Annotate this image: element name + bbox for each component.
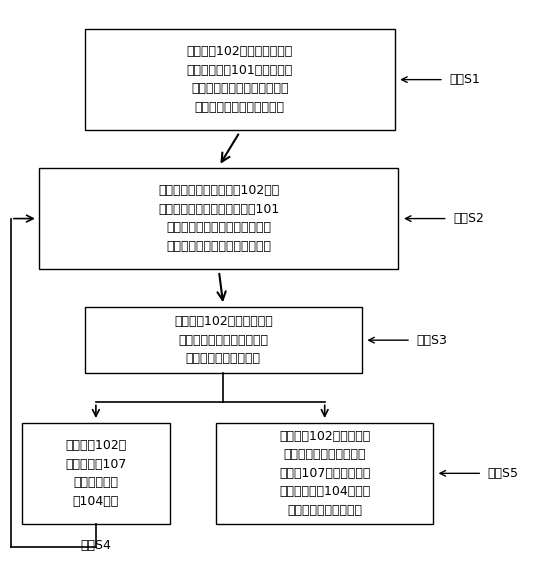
Text: 主控芯片102读取阵列式红外
热电堆传感器101测量的室内
热源温度信息，根据室内热源
温度信息建立背景温度数据: 主控芯片102读取阵列式红外 热电堆传感器101测量的室内 热源温度信息，根据室… bbox=[187, 45, 293, 114]
FancyBboxPatch shape bbox=[85, 307, 362, 373]
Text: 主控芯片102通过计算参
数得到控制指令，控制风
扇电机107的风力大小和
角度调节电机104的风向
，从而提高人体舒适度: 主控芯片102通过计算参 数得到控制指令，控制风 扇电机107的风力大小和 角度… bbox=[279, 430, 370, 517]
Text: 步骤S2: 步骤S2 bbox=[453, 212, 484, 225]
Text: 步骤S4: 步骤S4 bbox=[81, 540, 111, 552]
Text: 主控芯片102通过计算当前
温度和背景温度之差与阈值
的大小判断出是否有人: 主控芯片102通过计算当前 温度和背景温度之差与阈值 的大小判断出是否有人 bbox=[174, 315, 273, 365]
FancyBboxPatch shape bbox=[22, 423, 170, 524]
FancyBboxPatch shape bbox=[85, 29, 395, 130]
Text: 主控芯片102控
制风扇电机107
和角度调节电
机104关闭: 主控芯片102控 制风扇电机107 和角度调节电 机104关闭 bbox=[65, 439, 127, 508]
Text: 步骤S1: 步骤S1 bbox=[449, 73, 480, 86]
Text: 步骤S3: 步骤S3 bbox=[416, 334, 447, 347]
Text: 间隔设定时间，主控芯片102再次
读取阵列式红外热电堆传感器101
测量的室内热源温度信息，通过
读取到的温度值绘制出热成像图: 间隔设定时间，主控芯片102再次 读取阵列式红外热电堆传感器101 测量的室内热… bbox=[158, 184, 279, 253]
FancyBboxPatch shape bbox=[39, 168, 398, 269]
FancyBboxPatch shape bbox=[216, 423, 433, 524]
Text: 步骤S5: 步骤S5 bbox=[488, 467, 519, 480]
